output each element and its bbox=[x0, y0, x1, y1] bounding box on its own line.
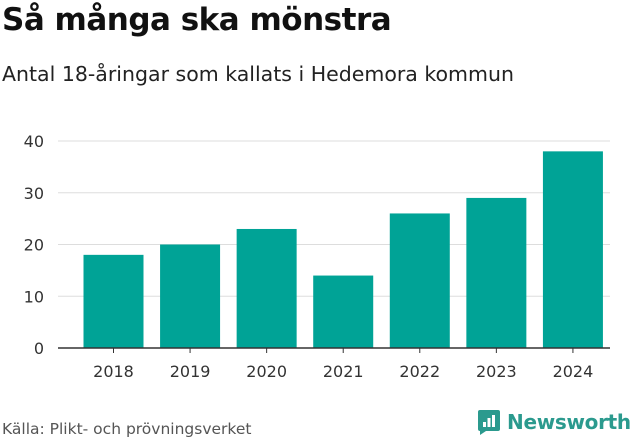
y-tick-label: 0 bbox=[34, 339, 44, 358]
brand-logo: Newsworthy bbox=[477, 409, 631, 435]
chart-subtitle: Antal 18-åringar som kallats i Hedemora … bbox=[2, 62, 514, 86]
x-tick-label: 2021 bbox=[323, 362, 364, 381]
bars bbox=[83, 151, 603, 348]
x-tick-label: 2019 bbox=[170, 362, 211, 381]
bar-chart: 0 10 20 30 40 2018 2019 2020 2021 2022 2023 2024 bbox=[24, 132, 610, 381]
y-tick-label: 40 bbox=[24, 132, 44, 151]
bar-2019 bbox=[160, 244, 221, 348]
y-tick-label: 10 bbox=[24, 287, 44, 306]
bar-2021 bbox=[313, 275, 374, 348]
y-tick-label: 20 bbox=[24, 236, 44, 255]
brand-name: Newsworthy bbox=[507, 410, 631, 434]
bar-2024 bbox=[542, 151, 603, 348]
axes: 0 10 20 30 40 2018 2019 2020 2021 2022 2023 2024 bbox=[24, 132, 610, 381]
newsworthy-logo-icon bbox=[478, 410, 500, 435]
bar-2022 bbox=[389, 213, 450, 348]
x-tick-label: 2018 bbox=[93, 362, 134, 381]
x-tick-label: 2024 bbox=[553, 362, 594, 381]
x-tick-label: 2020 bbox=[246, 362, 287, 381]
x-tick-label: 2022 bbox=[399, 362, 440, 381]
bar-2023 bbox=[466, 197, 527, 348]
y-tick-label: 30 bbox=[24, 184, 44, 203]
source-note: Källa: Plikt- och prövningsverket bbox=[2, 420, 252, 438]
bar-2018 bbox=[83, 254, 144, 348]
x-tick-label: 2023 bbox=[476, 362, 517, 381]
bar-2020 bbox=[236, 228, 297, 348]
chart-title: Så många ska mönstra bbox=[2, 2, 392, 38]
